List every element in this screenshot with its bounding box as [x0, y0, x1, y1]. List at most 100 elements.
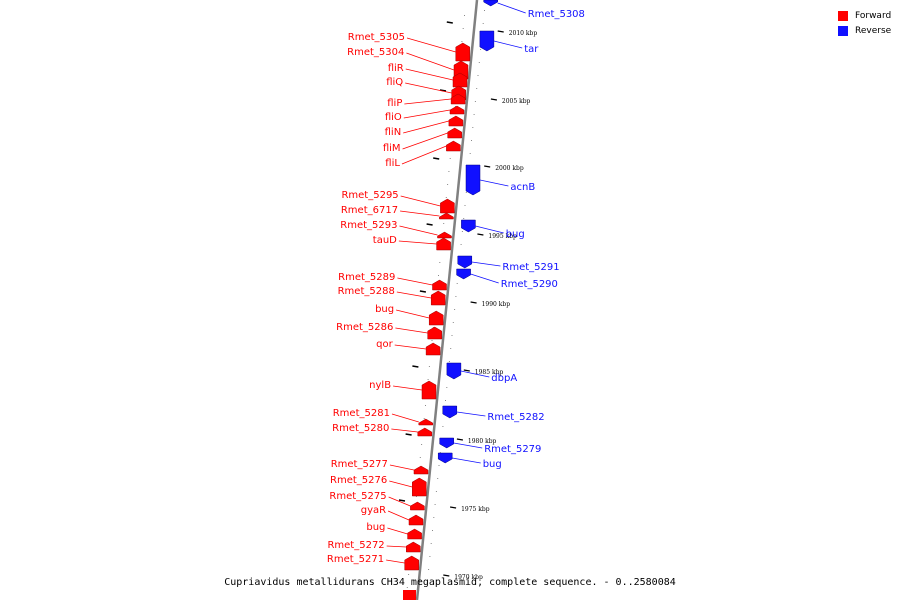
reverse-gene-arrow	[457, 255, 473, 269]
forward-gene-arrow	[455, 42, 471, 62]
reverse-gene-leader	[497, 2, 526, 14]
forward-gene-arrow	[432, 279, 447, 291]
forward-gene-arrow	[437, 231, 452, 239]
minor-tick	[439, 452, 441, 453]
minor-tick	[443, 223, 445, 224]
forward-gene-leader	[389, 464, 415, 471]
forward-gene-partial	[403, 590, 416, 600]
forward-gene-leader	[391, 413, 419, 423]
map-caption: Cupriavidus metallidurans CH34 megaplasm…	[224, 577, 676, 588]
minor-tick	[430, 543, 432, 544]
minor-tick	[465, 192, 467, 193]
forward-gene-leader	[395, 327, 428, 334]
minor-tick	[477, 75, 479, 76]
forward-gene-arrow	[412, 477, 427, 497]
minor-tick	[484, 10, 485, 11]
reverse-gene-leader	[479, 179, 509, 187]
gene-layer: Rmet_5305 Rmet_5304 fliR fliQ fliP fliO fliN fl…	[327, 0, 585, 600]
tick-layer: 2010 kbp 2005 kbp 2000 kbp 1995 kbp 1990 kbp…	[398, 21, 537, 581]
forward-gene-label: gyaR	[361, 505, 386, 516]
minor-tick	[472, 127, 474, 128]
forward-swatch	[838, 10, 848, 21]
minor-tick	[469, 153, 471, 154]
reverse-gene-label: bug	[506, 229, 525, 240]
tick-label: 1975 kbp	[461, 506, 490, 513]
forward-gene-arrow	[428, 310, 444, 326]
forward-gene-label: fliM	[383, 143, 401, 154]
forward-gene-arrow	[430, 290, 446, 306]
minor-tick	[426, 582, 428, 583]
minor-tick	[449, 158, 451, 159]
forward-gene-label: Rmet_5286	[336, 322, 393, 333]
minor-tick	[428, 366, 430, 367]
strand-marker	[446, 21, 453, 24]
minor-tick	[406, 587, 408, 588]
forward-gene-leader	[406, 52, 455, 71]
forward-gene-leader	[401, 145, 447, 165]
minor-tick	[445, 197, 447, 198]
reverse-gene-leader	[471, 261, 501, 267]
reverse-gene-leader	[470, 273, 499, 284]
strand-marker	[426, 223, 433, 226]
minor-tick	[432, 327, 434, 328]
minor-tick	[482, 23, 484, 24]
minor-tick	[461, 231, 463, 232]
strand-marker	[398, 499, 406, 502]
reverse-gene-leader	[452, 457, 481, 464]
forward-gene-leader	[400, 210, 440, 217]
forward-gene-label: Rmet_5289	[338, 272, 395, 283]
forward-gene-label: fliR	[388, 63, 404, 74]
reverse-gene-leader	[475, 225, 504, 234]
minor-tick	[456, 283, 458, 284]
forward-gene-arrow	[447, 127, 462, 139]
forward-gene-label: nylB	[369, 380, 391, 391]
reverse-gene-leader	[460, 370, 490, 378]
reverse-gene-arrow	[461, 219, 476, 233]
forward-gene-label: Rmet_6717	[341, 205, 398, 216]
tick-label: 1985 kbp	[475, 369, 504, 376]
forward-gene-arrow	[408, 514, 424, 526]
reverse-gene-leader	[493, 40, 523, 49]
minor-tick	[433, 517, 435, 518]
forward-gene-leader	[396, 291, 432, 299]
tick-label: 1990 kbp	[482, 301, 511, 308]
reverse-gene-arrow	[439, 437, 454, 449]
genome-backbone	[415, 0, 479, 600]
minor-tick	[476, 88, 478, 89]
forward-gene-leader	[387, 527, 408, 535]
forward-gene-label: Rmet_5276	[330, 475, 387, 486]
forward-gene-label: fliN	[385, 127, 402, 138]
forward-gene-arrow	[449, 105, 465, 115]
forward-gene-leader	[396, 309, 430, 319]
minor-tick	[447, 184, 449, 185]
forward-gene-label: Rmet_5295	[341, 190, 398, 201]
tick-label: 2005 kbp	[502, 98, 531, 105]
forward-gene-arrow	[418, 418, 434, 426]
minor-tick	[464, 205, 466, 206]
forward-gene-label: Rmet_5288	[338, 286, 395, 297]
major-tick	[477, 233, 484, 236]
forward-gene-leader	[393, 385, 423, 391]
forward-gene-leader	[387, 510, 410, 521]
forward-gene-label: Rmet_5275	[329, 491, 386, 502]
forward-gene-leader	[397, 277, 433, 286]
reverse-gene-arrow	[446, 362, 462, 380]
forward-gene-label: bug	[366, 522, 385, 533]
minor-tick	[431, 340, 433, 341]
forward-gene-label: Rmet_5271	[327, 554, 384, 565]
minor-tick	[434, 504, 436, 505]
forward-gene-leader	[391, 428, 418, 433]
reverse-gene-label: Rmet_5282	[487, 412, 544, 423]
legend-reverse: Reverse	[838, 23, 891, 38]
minor-tick	[438, 465, 440, 466]
forward-gene-arrow	[417, 427, 433, 437]
minor-tick	[427, 379, 429, 380]
major-tick	[450, 506, 457, 509]
reverse-swatch	[838, 25, 848, 36]
reverse-gene-label: dbpA	[491, 373, 517, 384]
reverse-gene-arrow	[483, 0, 498, 7]
forward-gene-label: Rmet_5305	[348, 32, 405, 43]
forward-gene-label: Rmet_5293	[340, 220, 397, 231]
reverse-gene-label: Rmet_5279	[484, 444, 541, 455]
forward-gene-leader	[394, 344, 427, 350]
